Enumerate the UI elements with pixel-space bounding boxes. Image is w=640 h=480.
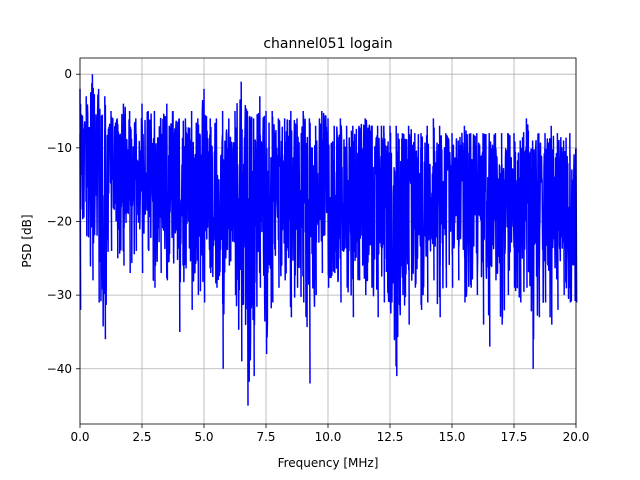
chart-title: channel051 logain — [263, 36, 392, 52]
y-tick-label: −40 — [47, 362, 72, 376]
y-tick-label: −30 — [47, 288, 72, 302]
x-tick-label: 0.0 — [70, 430, 89, 444]
x-axis: 0.0 2.5 5.0 7.5 10.0 12.5 15.0 17.5 20.0 — [70, 424, 589, 444]
y-tick-label: 0 — [64, 67, 72, 81]
y-tick-label: −20 — [47, 214, 72, 228]
y-axis-label: PSD [dB] — [20, 214, 34, 267]
x-axis-label: Frequency [MHz] — [278, 456, 379, 470]
y-tick-label: −10 — [47, 141, 72, 155]
x-tick-label: 20.0 — [563, 430, 590, 444]
x-tick-label: 10.0 — [315, 430, 342, 444]
x-tick-label: 12.5 — [377, 430, 404, 444]
x-tick-label: 15.0 — [439, 430, 466, 444]
x-tick-label: 7.5 — [256, 430, 275, 444]
x-tick-label: 5.0 — [194, 430, 213, 444]
x-tick-label: 17.5 — [501, 430, 528, 444]
x-tick-label: 2.5 — [132, 430, 151, 444]
series-group — [79, 74, 578, 406]
y-axis: 0 −10 −20 −30 −40 — [47, 67, 80, 376]
psd-series-line — [79, 74, 578, 406]
